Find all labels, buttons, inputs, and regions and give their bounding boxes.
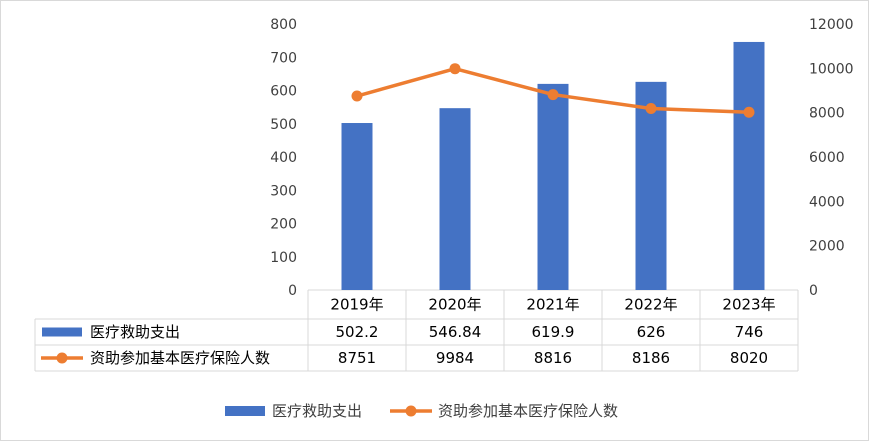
- left-tick-label: 800: [270, 17, 297, 33]
- right-tick-label: 0: [809, 283, 818, 299]
- table-series-name: 资助参加基本医疗保险人数: [90, 349, 270, 367]
- left-tick-label: 400: [270, 150, 297, 166]
- category-label: 2021年: [526, 296, 579, 314]
- legend: 医疗救助支出 资助参加基本医疗保险人数: [225, 402, 618, 420]
- category-label: 2019年: [330, 296, 383, 314]
- data-label: 8186: [632, 349, 670, 367]
- left-tick-label: 500: [270, 117, 297, 133]
- line-series: [351, 63, 755, 118]
- left-tick-label: 300: [270, 183, 297, 199]
- line-point: [743, 106, 755, 118]
- data-label: 619.9: [532, 323, 575, 341]
- data-label: 8751: [338, 349, 376, 367]
- category-label: 2022年: [624, 296, 677, 314]
- left-tick-label: 700: [270, 50, 297, 66]
- data-label: 546.84: [429, 323, 482, 341]
- left-tick-label: 0: [288, 283, 297, 299]
- line-point: [449, 63, 461, 75]
- legend-bar-key: [225, 406, 265, 416]
- category-label: 2023年: [722, 296, 775, 314]
- left-tick-label: 200: [270, 217, 297, 233]
- bar-series: [341, 41, 765, 291]
- table-series-name: 医疗救助支出: [90, 323, 180, 341]
- data-label: 502.2: [336, 323, 379, 341]
- bar: [439, 108, 471, 291]
- category-label: 2020年: [428, 296, 481, 314]
- table-line-key-marker: [56, 352, 68, 364]
- bar: [635, 81, 667, 290]
- line-point: [645, 103, 657, 115]
- data-label: 8816: [534, 349, 572, 367]
- line-point: [547, 89, 559, 101]
- data-label: 8020: [730, 349, 768, 367]
- data-label: 626: [637, 323, 666, 341]
- left-axis: 0 100 200 300 400 500 600 700 800: [270, 17, 297, 299]
- data-table-grid: [34, 289, 799, 372]
- right-tick-label: 2000: [809, 239, 845, 255]
- legend-label: 资助参加基本医疗保险人数: [438, 402, 618, 420]
- right-tick-label: 10000: [809, 61, 854, 77]
- legend-label: 医疗救助支出: [272, 402, 362, 420]
- right-tick-label: 6000: [809, 150, 845, 166]
- bar: [341, 123, 373, 291]
- line-point: [351, 90, 363, 102]
- right-axis: 0 2000 4000 6000 8000 10000 12000: [809, 17, 854, 299]
- bar: [537, 83, 569, 291]
- right-tick-label: 12000: [809, 17, 854, 33]
- left-tick-label: 100: [270, 250, 297, 266]
- data-label: 746: [735, 323, 764, 341]
- data-label: 9984: [436, 349, 474, 367]
- right-tick-label: 4000: [809, 194, 845, 210]
- left-tick-label: 600: [270, 84, 297, 100]
- legend-line-key-marker: [405, 405, 417, 417]
- bar: [733, 41, 765, 290]
- right-tick-label: 8000: [809, 106, 845, 122]
- table-bar-key: [42, 327, 82, 337]
